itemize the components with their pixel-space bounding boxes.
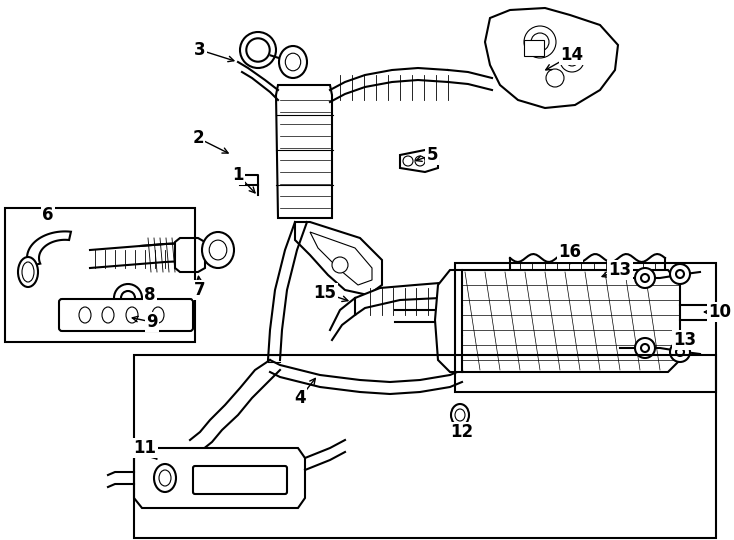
Ellipse shape [159,470,171,486]
Circle shape [332,257,348,273]
Circle shape [635,268,655,288]
Ellipse shape [22,262,34,282]
Text: 8: 8 [145,286,156,304]
Text: 10: 10 [708,303,732,321]
Ellipse shape [209,240,227,260]
Text: 16: 16 [559,243,581,261]
Polygon shape [435,270,462,372]
Polygon shape [355,282,535,315]
Circle shape [670,342,690,362]
Circle shape [524,26,556,58]
Text: 14: 14 [561,46,584,64]
Text: 11: 11 [134,439,156,457]
Circle shape [415,156,425,166]
Circle shape [641,344,649,352]
Ellipse shape [18,257,38,287]
Polygon shape [134,448,305,508]
Text: 9: 9 [146,313,158,331]
Bar [455,263,716,392]
Circle shape [531,33,549,51]
Ellipse shape [152,307,164,323]
Circle shape [114,284,142,312]
Ellipse shape [455,409,465,421]
Text: 13: 13 [673,331,697,349]
Ellipse shape [126,307,138,323]
Circle shape [560,48,584,72]
Text: 5: 5 [426,146,437,164]
Circle shape [247,38,269,62]
Circle shape [546,69,564,87]
Polygon shape [450,270,680,372]
Circle shape [635,338,655,358]
Ellipse shape [102,307,114,323]
Circle shape [403,156,413,166]
FancyBboxPatch shape [59,299,193,331]
Bar [5,208,195,342]
Text: 6: 6 [43,206,54,224]
Polygon shape [310,232,372,285]
Polygon shape [27,232,71,266]
Circle shape [566,54,578,66]
FancyBboxPatch shape [524,40,544,56]
Circle shape [670,264,690,284]
Circle shape [641,274,649,282]
Polygon shape [295,222,382,295]
FancyBboxPatch shape [193,466,287,494]
Text: 12: 12 [451,423,473,441]
Polygon shape [175,238,205,272]
Circle shape [676,348,684,356]
Polygon shape [485,8,618,108]
Text: 13: 13 [608,261,631,279]
Polygon shape [400,150,438,172]
Ellipse shape [451,404,469,426]
Circle shape [121,291,135,305]
Ellipse shape [202,232,234,268]
Text: 15: 15 [313,284,336,302]
Polygon shape [276,85,332,218]
Circle shape [676,270,684,278]
Text: 7: 7 [195,281,206,299]
Ellipse shape [79,307,91,323]
Ellipse shape [154,464,176,492]
Text: 3: 3 [195,41,206,59]
Circle shape [240,32,276,68]
Text: 4: 4 [294,389,306,407]
Bar [134,355,716,538]
Text: 1: 1 [232,166,244,184]
Ellipse shape [286,53,301,71]
Text: 2: 2 [192,129,204,147]
Ellipse shape [279,46,307,78]
